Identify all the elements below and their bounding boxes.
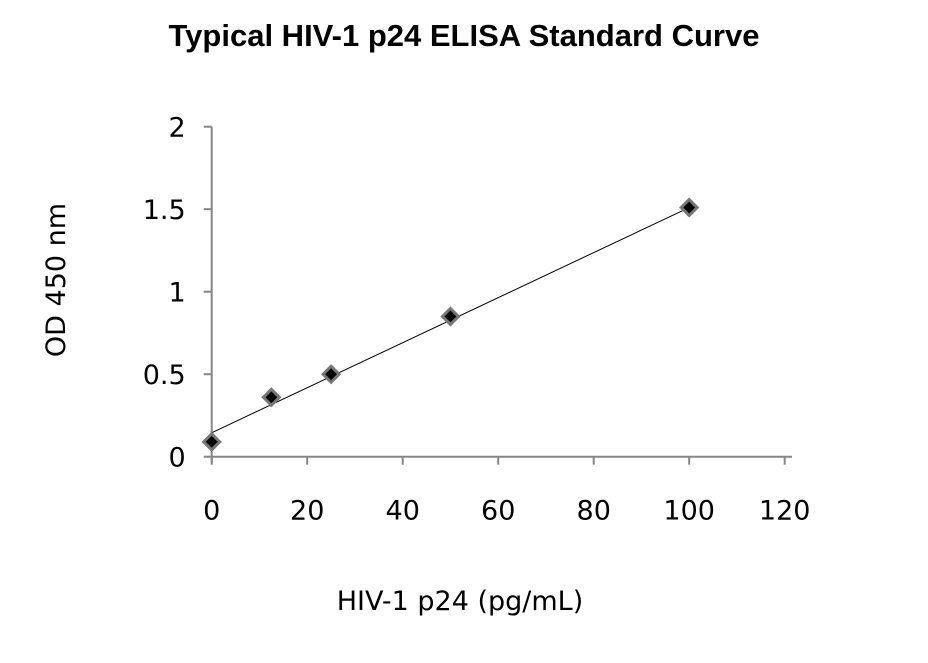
y-tick-label: 0.5 xyxy=(143,360,186,391)
x-axis-label: HIV-1 p24 (pg/mL) xyxy=(337,586,584,617)
y-tick-label: 1 xyxy=(169,278,186,309)
chart-title: Typical HIV-1 p24 ELISA Standard Curve xyxy=(168,18,760,53)
x-tick-label: 20 xyxy=(290,496,324,527)
data-point xyxy=(440,306,461,327)
y-tick-label: 1.5 xyxy=(143,195,186,226)
x-tick-label: 80 xyxy=(577,496,611,527)
x-tick-label: 100 xyxy=(663,496,715,527)
data-point xyxy=(201,431,222,452)
x-tick-label: 40 xyxy=(386,496,420,527)
data-point xyxy=(320,364,342,385)
x-tick-label: 60 xyxy=(481,496,515,527)
y-axis-label: OD 450 nm xyxy=(41,203,72,357)
x-tick-label: 120 xyxy=(759,496,811,527)
data-point xyxy=(261,387,282,408)
y-tick-label: 0 xyxy=(169,443,186,474)
y-tick-label: 2 xyxy=(169,113,186,144)
data-point xyxy=(679,197,700,218)
x-tick-label: 0 xyxy=(203,496,220,527)
